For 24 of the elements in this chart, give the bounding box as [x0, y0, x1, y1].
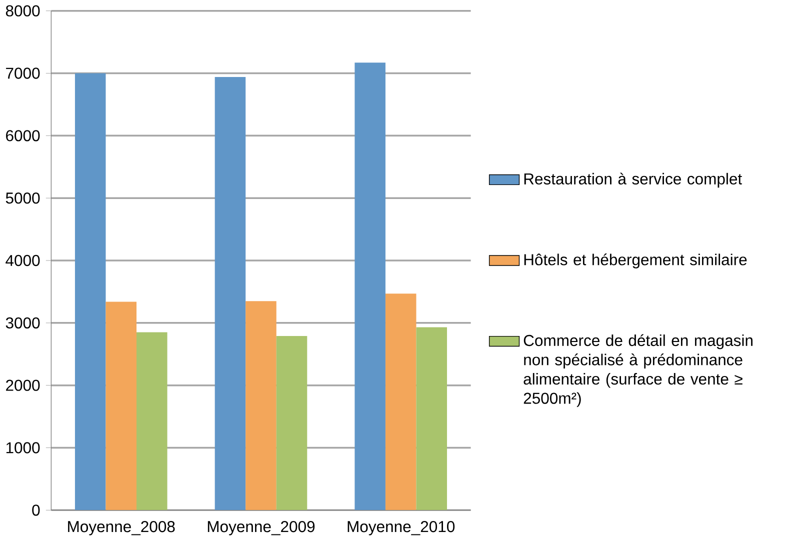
- y-tick-label: 6000: [6, 130, 40, 142]
- x-tick-label: Moyenne_2008: [68, 521, 175, 536]
- y-tick-label: 8000: [6, 5, 40, 17]
- bar: [354, 62, 386, 510]
- bar: [276, 336, 308, 510]
- legend-label: Commerce de détail en magasin non spécialisé à prédominance alimentaire (surface de vente ≥ 2500m²): [524, 334, 752, 408]
- y-tick-label: 7000: [6, 68, 40, 80]
- y-tick-label: 0: [32, 504, 40, 516]
- y-tick-label: 4000: [6, 255, 40, 266]
- bar: [385, 294, 416, 510]
- bar: [214, 77, 246, 510]
- legend-label: Hôtels et hébergement similaire: [524, 254, 747, 269]
- bar: [136, 332, 168, 510]
- bar: [106, 302, 137, 510]
- y-tick-label: 3000: [6, 318, 40, 329]
- bar: [246, 301, 276, 510]
- x-tick-label: Moyenne_2009: [208, 521, 315, 536]
- y-tick-label: 1000: [6, 442, 40, 454]
- y-tick-label: 5000: [6, 192, 40, 204]
- bar: [74, 73, 106, 510]
- y-tick-label: 2000: [6, 380, 40, 392]
- bar: [416, 328, 448, 510]
- x-tick-label: Moyenne_2010: [348, 521, 455, 536]
- legend-label: Restauration à service complet: [524, 172, 742, 188]
